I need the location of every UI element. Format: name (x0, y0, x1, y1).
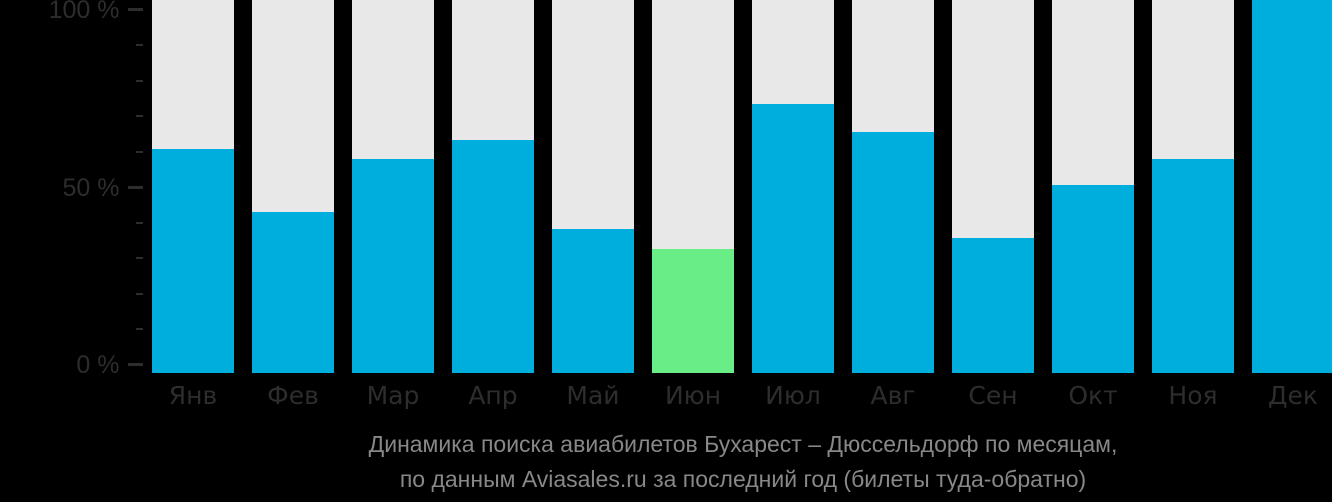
chart-title-line1: Динамика поиска авиабилетов Бухарест – Д… (368, 431, 1118, 457)
bar-column-Авг (852, 0, 934, 373)
y-minor-tick-80 (136, 79, 143, 82)
month-label-Июл: Июл (765, 381, 821, 410)
bar-fill-Июн (652, 249, 734, 373)
bar-fill-Ноя (1152, 158, 1234, 373)
bar-column-Ноя (1152, 0, 1234, 373)
month-label-Окт: Окт (1068, 381, 1118, 410)
month-label-Июн: Июн (664, 381, 722, 410)
bar-column-Фев (252, 0, 334, 373)
plot-area: 0 % 50 % 100 % (48, 0, 1332, 378)
month-label-Янв: Янв (168, 381, 218, 410)
bar-fill-Авг (852, 132, 934, 373)
bar-fill-Май (552, 228, 634, 373)
y-minor-tick-60 (136, 150, 143, 153)
y-major-tick-50 (128, 185, 143, 189)
y-minor-tick-20 (136, 292, 143, 295)
month-label-Авг: Авг (870, 381, 916, 410)
bar-fill-Мар (352, 158, 434, 373)
y-minor-tick-40 (136, 221, 143, 224)
month-label-Май: Май (566, 381, 620, 410)
bar-column-Июл (752, 0, 834, 373)
y-minor-tick-30 (136, 257, 143, 259)
bar-column-Мар (352, 0, 434, 373)
bar-fill-Фев (252, 212, 334, 373)
month-label-Фев: Фев (267, 381, 319, 410)
bar-column-Дек (1252, 0, 1332, 373)
bar-fill-Апр (452, 140, 534, 373)
month-label-Дек: Дек (1267, 381, 1318, 410)
bar-fill-Янв (152, 149, 234, 373)
bar-column-Апр (452, 0, 534, 373)
bar-fill-Окт (1052, 185, 1134, 373)
bar-column-Май (552, 0, 634, 373)
y-tick-label-50: 50 % (62, 173, 120, 202)
y-major-tick-0 (128, 363, 143, 366)
bar-column-Окт (1052, 0, 1134, 373)
bar-fill-Сен (952, 237, 1034, 373)
month-label-Сен: Сен (968, 381, 1018, 410)
month-label-Апр: Апр (468, 381, 518, 410)
chart-title-line2: по данным Aviasales.ru за последний год … (399, 466, 1087, 492)
chart-title: Динамика поиска авиабилетов Бухарест – Д… (369, 427, 1118, 497)
bar-column-Янв (152, 0, 234, 373)
month-label-Мар: Мар (366, 381, 420, 410)
bar-fill-Июл (752, 104, 834, 373)
bar-fill-Дек (1252, 0, 1332, 373)
y-major-tick-100 (128, 8, 143, 11)
y-minor-tick-90 (136, 44, 143, 46)
bar-column-Сен (952, 0, 1034, 373)
bar-column-Июн (652, 0, 734, 373)
y-minor-tick-10 (136, 328, 143, 330)
month-label-Ноя: Ноя (1168, 381, 1218, 410)
y-minor-tick-70 (136, 115, 143, 117)
y-tick-label-0: 0 % (76, 351, 120, 379)
y-tick-label-100: 100 % (48, 0, 120, 24)
